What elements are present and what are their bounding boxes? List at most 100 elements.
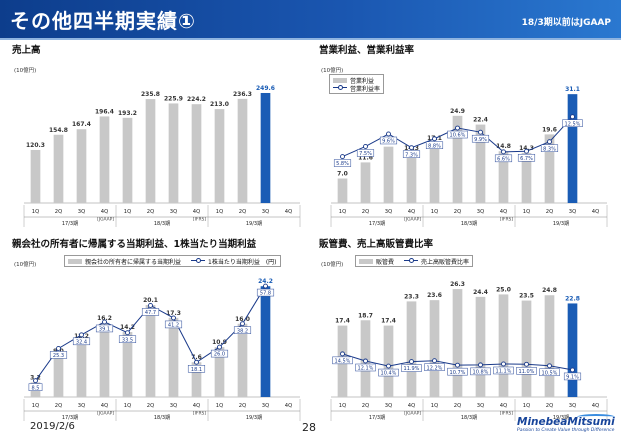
legend-line-swatch: [404, 258, 419, 264]
unit-label: (10億円): [321, 68, 344, 74]
point-value-label: 6.6%: [497, 156, 510, 162]
legend-item-bar: 親会社の所有者に帰属する当期利益: [68, 257, 181, 266]
series-point: [263, 283, 268, 289]
quarter-tick-label: 4Q: [592, 209, 599, 215]
chart-bar: [99, 116, 110, 203]
chart-net-sales: 120.3 154.8 167.4 196.4 193.2 235.8 225.9 224.2…: [23, 85, 301, 227]
bar-value-label: 120.3: [26, 142, 45, 149]
quarter-tick-label: 1Q: [339, 209, 346, 215]
series-point: [432, 136, 437, 142]
chart-bar: [544, 134, 555, 203]
quarter-tick-label: 2Q: [454, 209, 461, 215]
bar-value-label: 16.2: [97, 315, 112, 322]
unit-label: (10億円): [14, 262, 37, 268]
series-point: [455, 362, 460, 368]
quarter-tick-label: 1Q: [431, 209, 438, 215]
quarter-tick-label: 1Q: [32, 209, 39, 215]
slide-title: その他四半期実績①: [10, 9, 196, 33]
header-divider: [0, 38, 621, 40]
quarter-tick-label: 3Q: [385, 209, 392, 215]
chart-legend: 親会社の所有者に帰属する当期利益 1株当たり当期利益 (円): [64, 255, 281, 267]
gaap-note: 18/3期以前はJGAAP: [521, 18, 611, 28]
quarter-tick-label: 2Q: [239, 209, 246, 215]
legend-item-line: 1株当たり当期利益 (円): [191, 257, 277, 266]
panel-sga: 販管費、売上高販管費比率 (10億円) 販管費 売上高販管費比率 17.4 18.…: [315, 236, 615, 421]
series-point: [125, 330, 130, 336]
bar-value-label: 17.3: [166, 310, 181, 317]
point-value-label: 7.3%: [405, 152, 418, 158]
series-point: [56, 345, 61, 351]
point-value-label: 32.4: [76, 339, 87, 345]
quarter-tick-label: 4Q: [500, 209, 507, 215]
bar-value-label: 10.9: [212, 339, 227, 346]
series-point: [501, 149, 506, 155]
legend-label: 営業利益率: [350, 85, 381, 93]
gaap-tag: [IFRS]: [500, 217, 513, 223]
quarter-tick-label: 4Q: [592, 403, 599, 409]
series-point: [340, 154, 345, 160]
series-point: [524, 361, 529, 367]
point-label-box: [72, 337, 91, 346]
quarter-tick-label: 2Q: [454, 403, 461, 409]
panel-net-income: 親会社の所有者に帰属する当期利益、1株当たり当期利益 (10億円) 親会社の所有…: [8, 236, 308, 421]
point-value-label: 14.5%: [335, 358, 351, 364]
period-label: 17/3期: [369, 221, 385, 227]
quarter-tick-label: 3Q: [170, 403, 177, 409]
chart-bar: [145, 99, 156, 203]
point-label-box: [210, 349, 229, 358]
quarter-tick-label: 1Q: [216, 403, 223, 409]
series-point: [363, 144, 368, 149]
series-point: [102, 319, 107, 325]
series-point: [547, 139, 552, 145]
panel-title: 営業利益、営業利益率: [319, 45, 415, 56]
quarter-tick-label: 3Q: [262, 403, 269, 409]
period-label: 17/3期: [369, 415, 385, 421]
chart-bar: [168, 103, 179, 203]
chart-bar: [191, 362, 202, 397]
point-value-label: 11.0%: [519, 369, 535, 375]
bar-value-label: 167.4: [72, 121, 91, 128]
point-value-label: 6.7%: [520, 156, 533, 162]
point-label-box: [401, 364, 422, 372]
point-value-label: 12.5%: [565, 121, 581, 127]
legend-label: 売上高販管費比率: [421, 258, 470, 266]
company-logo: MinebeaMitsumi Passion to Create Value t…: [517, 414, 617, 436]
series-point: [501, 361, 506, 367]
series-point: [570, 114, 575, 120]
chart-bar: [429, 143, 440, 203]
bar-value-label: 11.6: [358, 154, 373, 161]
bar-value-label: 24.8: [542, 287, 557, 294]
chart-bar: [406, 152, 417, 203]
point-value-label: 12.1%: [358, 366, 374, 372]
panel-net-sales: 売上高 (10億円) 120.3 154.8 167.4 196.4 193.2 235.…: [8, 42, 308, 227]
quarter-tick-label: 3Q: [569, 209, 576, 215]
point-value-label: 38.2: [237, 328, 248, 334]
quarter-tick-label: 4Q: [285, 209, 292, 215]
point-label-box: [187, 365, 206, 373]
quarter-tick-label: 4Q: [101, 209, 108, 215]
panel-operating-income: 営業利益、営業利益率 (10億円) 営業利益 営業利益率 7.011.616.1…: [315, 42, 615, 227]
chart-bar: [214, 109, 225, 203]
gaap-tag: [JGAAP]: [97, 217, 114, 223]
quarter-tick-label: 1Q: [216, 209, 223, 215]
point-value-label: 47.7: [145, 310, 156, 316]
quarter-tick-label: 1Q: [523, 403, 530, 409]
series-point: [432, 358, 437, 364]
point-label-box: [355, 363, 376, 372]
quarter-tick-label: 2Q: [362, 209, 369, 215]
bar-value-label: 17.4: [335, 318, 350, 325]
quarter-tick-label: 1Q: [431, 403, 438, 409]
point-value-label: 8.5: [32, 385, 40, 391]
slide-header: その他四半期実績① 18/3期以前はJGAAP: [0, 0, 621, 38]
chart-bar: [429, 300, 440, 397]
bar-value-label: 20.1: [143, 297, 158, 304]
point-label-box: [332, 356, 353, 365]
unit-label: (10億円): [14, 68, 37, 74]
chart-legend: 営業利益 営業利益率: [329, 74, 385, 94]
series-point: [547, 363, 552, 369]
series-point: [148, 302, 153, 308]
point-label-box: [49, 351, 68, 359]
series-point: [240, 321, 245, 327]
series-point: [340, 351, 345, 357]
footer-date: 2019/2/6: [30, 421, 75, 432]
